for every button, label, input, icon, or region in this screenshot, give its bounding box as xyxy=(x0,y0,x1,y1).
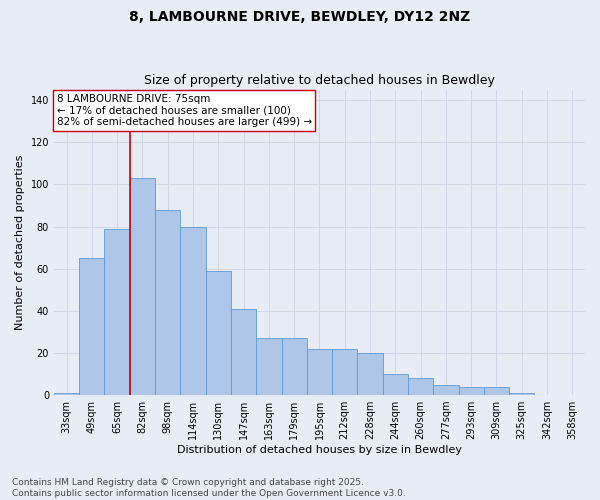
Text: 8 LAMBOURNE DRIVE: 75sqm
← 17% of detached houses are smaller (100)
82% of semi-: 8 LAMBOURNE DRIVE: 75sqm ← 17% of detach… xyxy=(56,94,311,128)
Bar xyxy=(509,393,535,395)
Title: Size of property relative to detached houses in Bewdley: Size of property relative to detached ho… xyxy=(144,74,495,87)
Bar xyxy=(256,338,281,395)
Bar xyxy=(307,348,332,395)
Bar xyxy=(332,348,358,395)
Bar xyxy=(433,384,458,395)
Bar xyxy=(358,353,383,395)
Bar xyxy=(281,338,307,395)
Bar xyxy=(79,258,104,395)
Bar xyxy=(458,386,484,395)
Bar xyxy=(484,386,509,395)
Bar xyxy=(206,271,231,395)
Bar xyxy=(231,308,256,395)
Bar xyxy=(104,228,130,395)
Bar xyxy=(130,178,155,395)
X-axis label: Distribution of detached houses by size in Bewdley: Distribution of detached houses by size … xyxy=(177,445,462,455)
Bar xyxy=(181,226,206,395)
Text: 8, LAMBOURNE DRIVE, BEWDLEY, DY12 2NZ: 8, LAMBOURNE DRIVE, BEWDLEY, DY12 2NZ xyxy=(130,10,470,24)
Bar xyxy=(54,393,79,395)
Y-axis label: Number of detached properties: Number of detached properties xyxy=(15,154,25,330)
Bar xyxy=(383,374,408,395)
Bar xyxy=(155,210,181,395)
Text: Contains HM Land Registry data © Crown copyright and database right 2025.
Contai: Contains HM Land Registry data © Crown c… xyxy=(12,478,406,498)
Bar xyxy=(408,378,433,395)
